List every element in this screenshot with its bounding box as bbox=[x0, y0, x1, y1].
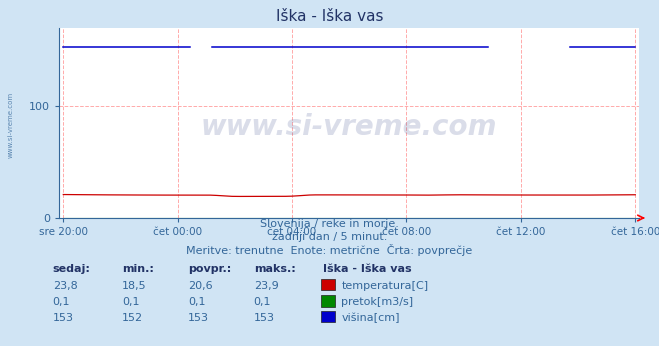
Text: www.si-vreme.com: www.si-vreme.com bbox=[201, 113, 498, 140]
Text: 0,1: 0,1 bbox=[254, 297, 272, 307]
Text: pretok[m3/s]: pretok[m3/s] bbox=[341, 297, 413, 307]
Text: Meritve: trenutne  Enote: metrične  Črta: povprečje: Meritve: trenutne Enote: metrične Črta: … bbox=[186, 244, 473, 256]
Text: 152: 152 bbox=[122, 313, 143, 323]
Text: Iška - Iška vas: Iška - Iška vas bbox=[275, 9, 384, 24]
Text: Slovenija / reke in morje.: Slovenija / reke in morje. bbox=[260, 219, 399, 229]
Text: 0,1: 0,1 bbox=[53, 297, 71, 307]
Text: 0,1: 0,1 bbox=[188, 297, 206, 307]
Text: povpr.:: povpr.: bbox=[188, 264, 231, 274]
Text: 153: 153 bbox=[254, 313, 275, 323]
Text: 23,8: 23,8 bbox=[53, 281, 78, 291]
Text: min.:: min.: bbox=[122, 264, 154, 274]
Text: zadnji dan / 5 minut.: zadnji dan / 5 minut. bbox=[272, 233, 387, 243]
Text: www.si-vreme.com: www.si-vreme.com bbox=[8, 91, 14, 158]
Text: temperatura[C]: temperatura[C] bbox=[341, 281, 428, 291]
Text: 20,6: 20,6 bbox=[188, 281, 212, 291]
Text: 23,9: 23,9 bbox=[254, 281, 279, 291]
Text: sedaj:: sedaj: bbox=[53, 264, 90, 274]
Text: 0,1: 0,1 bbox=[122, 297, 140, 307]
Text: maks.:: maks.: bbox=[254, 264, 295, 274]
Text: višina[cm]: višina[cm] bbox=[341, 313, 400, 323]
Text: 153: 153 bbox=[53, 313, 74, 323]
Text: Iška - Iška vas: Iška - Iška vas bbox=[323, 264, 411, 274]
Text: 18,5: 18,5 bbox=[122, 281, 146, 291]
Text: 153: 153 bbox=[188, 313, 209, 323]
